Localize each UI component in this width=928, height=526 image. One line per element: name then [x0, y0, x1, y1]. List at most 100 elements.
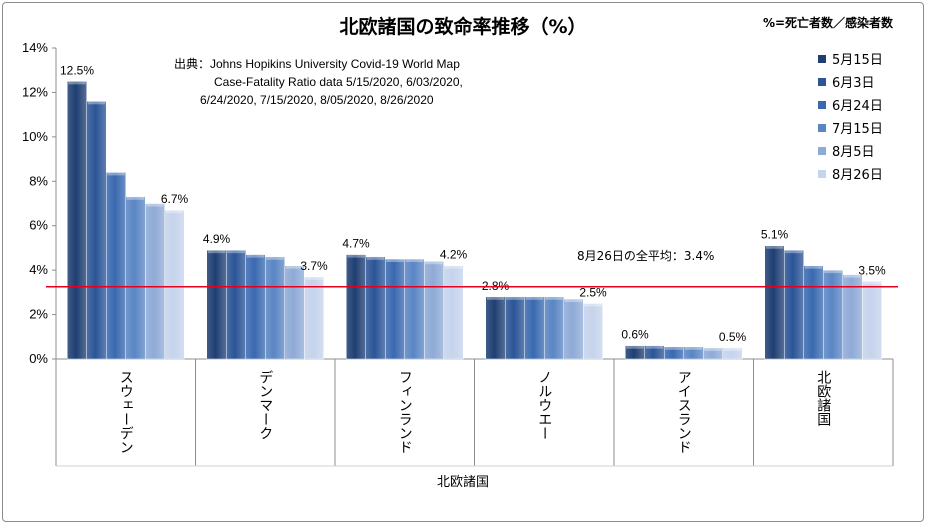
y-tick-label: 12% [22, 84, 48, 99]
category-label: スウェーデン [118, 370, 134, 454]
legend-label: 8月26日 [832, 168, 883, 183]
bar-top-highlight [266, 256, 284, 260]
bar [524, 296, 545, 360]
bar [764, 245, 785, 360]
bar-top-highlight [723, 347, 742, 351]
chart-title: 北欧諸国の致命率推移（%） [339, 15, 586, 38]
bars [67, 81, 882, 360]
data-label: 0.5% [719, 330, 747, 344]
data-label: 4.2% [440, 248, 468, 262]
bar [803, 265, 824, 360]
y-tick-label: 14% [22, 40, 48, 55]
data-label: 2.8% [482, 279, 510, 293]
data-labels: 12.5% 6.7% 4.9% 3.7% 4.7% 4.2% 2.8% 2.5% 0.6% 0.5… [60, 63, 886, 344]
bar [164, 209, 185, 360]
legend-label: 6月3日 [832, 76, 875, 91]
bar-top-highlight [684, 346, 703, 350]
bar-top-highlight [843, 274, 862, 278]
legend-swatch [818, 147, 826, 155]
source-line-2: Case-Fatality Ratio data 5/15/2020, 6/03… [214, 75, 463, 89]
bar [304, 276, 324, 360]
bar [365, 256, 386, 360]
bar-top-highlight [584, 303, 602, 307]
bar-top-highlight [87, 101, 106, 105]
bar-top-highlight [347, 254, 365, 258]
data-label: 3.5% [858, 263, 886, 277]
bar [346, 254, 366, 360]
data-label: 2.5% [579, 285, 607, 299]
bar-top-highlight [305, 276, 323, 280]
bar [583, 303, 603, 360]
bar [424, 261, 444, 360]
bar-top-highlight [824, 270, 842, 274]
legend-label: 7月15日 [832, 122, 883, 137]
data-label: 5.1% [761, 228, 789, 242]
bar-top-highlight [564, 299, 583, 303]
bar-top-highlight [285, 265, 304, 269]
bar [385, 258, 405, 360]
legend-swatch [818, 170, 826, 178]
bar [245, 254, 266, 360]
y-tick-label: 0% [29, 351, 48, 366]
y-tick-label: 4% [29, 262, 48, 277]
bar-top-highlight [545, 296, 563, 300]
bar-top-highlight [146, 203, 164, 207]
category-label: 北欧諸国 [815, 370, 831, 426]
bar [862, 281, 882, 360]
bar [823, 269, 843, 360]
source-note: 出典：Johns Hopikins University Covid-19 Wo… [174, 57, 463, 107]
legend-swatch [818, 55, 826, 63]
legend-swatch [818, 101, 826, 109]
x-axis-title: 北欧諸国 [437, 474, 489, 490]
bar [485, 296, 506, 360]
bar [67, 81, 87, 360]
bar [125, 196, 146, 360]
bar-top-highlight [486, 296, 505, 300]
bar-top-highlight [765, 245, 784, 249]
bar [226, 249, 246, 360]
bar [443, 265, 464, 360]
bar-top-highlight [626, 345, 644, 349]
y-ticks: 0% 2% 4% 6% 8% 10% 12% 14% [22, 40, 56, 366]
category-label: アイスランド [676, 370, 692, 454]
bar [722, 347, 743, 360]
bar-top-highlight [126, 196, 145, 200]
y-tick-label: 8% [29, 173, 48, 188]
bar-top-highlight [366, 256, 385, 260]
bar [505, 296, 525, 360]
legend-swatch [818, 124, 826, 132]
bar-top-highlight [68, 81, 86, 85]
category-label: ノルウエー [536, 370, 552, 440]
source-line-3: 6/24/2020, 7/15/2020, 8/05/2020, 8/26/20… [200, 93, 434, 107]
bar-top-highlight [645, 345, 664, 349]
bar [106, 172, 126, 360]
bar-top-highlight [704, 347, 722, 351]
bar-top-highlight [425, 261, 443, 265]
data-label: 6.7% [161, 192, 189, 206]
bar-top-highlight [444, 265, 463, 269]
legend-label: 5月15日 [832, 53, 883, 68]
source-line-1: 出典：Johns Hopikins University Covid-19 Wo… [174, 57, 460, 71]
bar [544, 296, 564, 360]
data-label: 4.7% [342, 237, 370, 251]
reference-line-label: 8月26日の全平均：3.4% [577, 248, 714, 263]
category-label: フィンランド [397, 370, 413, 454]
data-label: 0.6% [621, 328, 649, 342]
legend-swatch [818, 78, 826, 86]
bar-top-highlight [405, 259, 424, 263]
bar-top-highlight [165, 210, 184, 214]
bar [265, 256, 285, 360]
data-label: 3.7% [300, 259, 328, 273]
category-labels: スウェーデン デンマーク フィンランド ノルウエー アイスランド 北欧諸国 [55, 359, 894, 467]
bar-top-highlight [386, 259, 404, 263]
bar-top-highlight [804, 265, 823, 269]
bar [404, 258, 425, 360]
bar-top-highlight [863, 281, 881, 285]
y-tick-label: 6% [29, 218, 48, 233]
bar [145, 203, 165, 360]
bar-top-highlight [665, 346, 683, 350]
bar [784, 249, 804, 360]
y-tick-label: 2% [29, 307, 48, 322]
bar-top-highlight [227, 250, 245, 254]
